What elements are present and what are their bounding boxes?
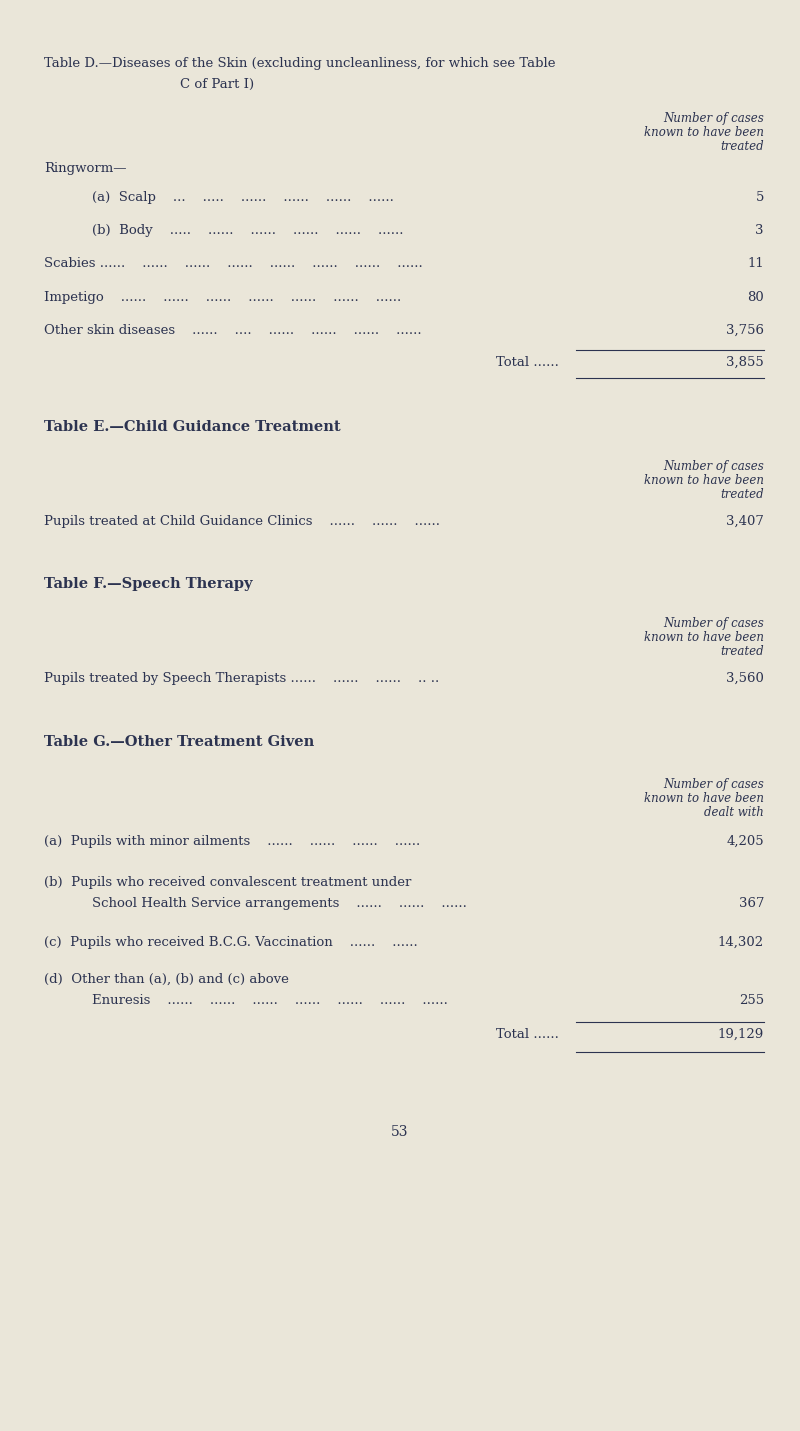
Text: 3,407: 3,407	[726, 515, 764, 528]
Text: Scabies ......    ......    ......    ......    ......    ......    ......    ..: Scabies ...... ...... ...... ...... ....…	[44, 258, 422, 270]
Text: (d)  Other than (a), (b) and (c) above: (d) Other than (a), (b) and (c) above	[44, 973, 289, 986]
Text: Table D.—Diseases of the Skin (excluding uncleanliness, for which see Table: Table D.—Diseases of the Skin (excluding…	[44, 57, 555, 70]
Text: 19,129: 19,129	[718, 1027, 764, 1040]
Text: Pupils treated by Speech Therapists ......    ......    ......    .. ..: Pupils treated by Speech Therapists ....…	[44, 673, 439, 685]
Text: (a)  Pupils with minor ailments    ......    ......    ......    ......: (a) Pupils with minor ailments ...... ..…	[44, 836, 420, 849]
Text: treated: treated	[720, 488, 764, 501]
Text: known to have been: known to have been	[644, 631, 764, 644]
Text: dealt with: dealt with	[704, 806, 764, 819]
Text: known to have been: known to have been	[644, 791, 764, 806]
Text: (c)  Pupils who received B.C.G. Vaccination    ......    ......: (c) Pupils who received B.C.G. Vaccinati…	[44, 936, 418, 949]
Text: C of Part I): C of Part I)	[180, 79, 254, 92]
Text: 5: 5	[756, 190, 764, 205]
Text: Number of cases: Number of cases	[663, 617, 764, 630]
Text: known to have been: known to have been	[644, 126, 764, 139]
Text: Impetigo    ......    ......    ......    ......    ......    ......    ......: Impetigo ...... ...... ...... ...... ...…	[44, 290, 402, 303]
Text: 3,855: 3,855	[726, 356, 764, 369]
Text: 3,756: 3,756	[726, 323, 764, 336]
Text: 3,560: 3,560	[726, 673, 764, 685]
Text: Total ......: Total ......	[496, 356, 559, 369]
Text: 255: 255	[739, 995, 764, 1007]
Text: 14,302: 14,302	[718, 936, 764, 949]
Text: Ringworm—: Ringworm—	[44, 162, 126, 175]
Text: 4,205: 4,205	[726, 836, 764, 849]
Text: treated: treated	[720, 645, 764, 658]
Text: Table F.—Speech Therapy: Table F.—Speech Therapy	[44, 577, 253, 591]
Text: Enuresis    ......    ......    ......    ......    ......    ......    ......: Enuresis ...... ...... ...... ...... ...…	[92, 995, 448, 1007]
Text: Table G.—Other Treatment Given: Table G.—Other Treatment Given	[44, 736, 314, 748]
Text: Pupils treated at Child Guidance Clinics    ......    ......    ......: Pupils treated at Child Guidance Clinics…	[44, 515, 440, 528]
Text: 11: 11	[747, 258, 764, 270]
Text: School Health Service arrangements    ......    ......    ......: School Health Service arrangements .....…	[92, 897, 467, 910]
Text: (b)  Pupils who received convalescent treatment under: (b) Pupils who received convalescent tre…	[44, 876, 411, 889]
Text: Number of cases: Number of cases	[663, 459, 764, 474]
Text: 80: 80	[747, 290, 764, 303]
Text: Table E.—Child Guidance Treatment: Table E.—Child Guidance Treatment	[44, 421, 341, 434]
Text: known to have been: known to have been	[644, 474, 764, 487]
Text: Number of cases: Number of cases	[663, 778, 764, 791]
Text: 53: 53	[391, 1125, 409, 1139]
Text: Other skin diseases    ......    ....    ......    ......    ......    ......: Other skin diseases ...... .... ...... .…	[44, 323, 422, 336]
Text: 367: 367	[738, 897, 764, 910]
Text: (b)  Body    .....    ......    ......    ......    ......    ......: (b) Body ..... ...... ...... ...... ....…	[92, 225, 403, 238]
Text: (a)  Scalp    ...    .....    ......    ......    ......    ......: (a) Scalp ... ..... ...... ...... ......…	[92, 190, 394, 205]
Text: 3: 3	[755, 225, 764, 238]
Text: Number of cases: Number of cases	[663, 112, 764, 124]
Text: Total ......: Total ......	[496, 1027, 559, 1040]
Text: treated: treated	[720, 140, 764, 153]
